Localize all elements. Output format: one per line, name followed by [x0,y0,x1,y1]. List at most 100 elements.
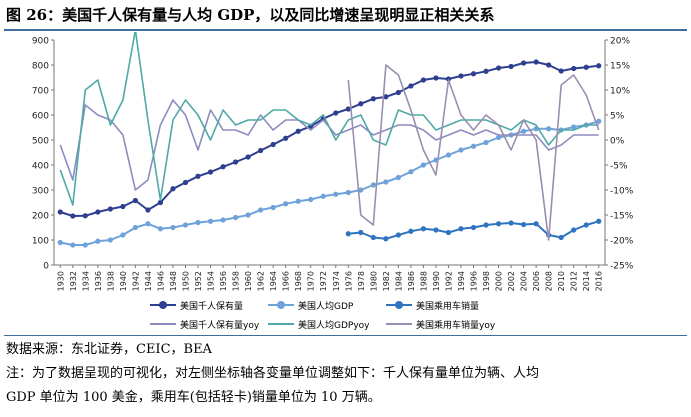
data-point [182,179,189,186]
x-tick-label: 1956 [219,271,228,291]
right-tick-label: -10% [610,187,634,197]
x-tick-label: 1994 [457,271,466,291]
right-tick-label: 15% [610,62,630,72]
x-tick-label: 1940 [119,271,128,291]
title-divider [4,29,687,31]
x-tick-label: 1990 [432,271,441,291]
data-point [182,222,189,228]
data-point [370,182,376,188]
x-tick-label: 2006 [532,271,541,291]
data-point [358,187,364,193]
legend-label-sales-yoy: 美国乘用车销量yoy [416,320,496,331]
data-point [596,63,602,69]
data-point [358,101,364,107]
series-line [59,32,599,206]
data-point [57,239,63,246]
right-tick-label: 20% [610,37,630,47]
x-tick-label: 1966 [282,271,291,291]
data-point [295,198,301,204]
data-point [445,229,452,236]
data-point [320,193,326,199]
data-point [295,128,301,134]
x-tick-label: 1974 [332,271,341,291]
data-point [95,209,101,215]
legend-swatch-sales-yoy [386,319,412,329]
data-point [433,75,439,81]
legend-line [150,323,176,325]
data-point [57,209,63,215]
x-tick-label: 1958 [232,271,241,291]
x-tick-label: 1968 [294,271,303,291]
data-point [483,139,489,146]
data-point [345,106,351,112]
data-point [132,224,138,231]
data-point [195,173,201,179]
data-point [283,201,289,207]
line-chart: 0 100 200 300 400 500 600 700 800 900 -25% -20% -15%… [32,32,634,292]
chart-frame [53,40,606,266]
x-tick-label: 1952 [194,271,203,291]
left-tick-label: 100 [32,237,49,247]
data-point [495,65,502,71]
data-point [558,68,564,74]
data-point [521,221,527,228]
x-tick-label: 1978 [357,271,366,291]
data-point [433,227,439,233]
legend-item-sales-yoy: 美国乘用车销量yoy [386,316,495,332]
data-point [395,89,401,96]
right-tick-label: 0% [610,137,625,147]
data-point [571,124,577,130]
x-tick-label: 1970 [307,271,316,291]
data-point [546,62,552,68]
legend-item-gdp-yoy: 美国人均GDPyoy [268,316,370,332]
footnote-line-2: GDP 单位为 100 美金，乘用车(包括轻卡)销量单位为 10 万辆。 [6,390,381,405]
footnote-line-1: 注：为了数据呈现的可视化，对左侧坐标轴各变量单位调整如下：千人保有量单位为辆、人… [6,366,540,381]
right-tick-label: -25% [610,262,634,272]
left-tick-label: 800 [32,62,49,72]
left-tick-label: 300 [32,187,49,197]
chart-ticks: 0 100 200 300 400 500 600 700 800 900 -25% -20% -15%… [32,37,634,292]
data-point [445,76,452,82]
x-tick-label: 1996 [470,271,479,291]
data-point [395,174,401,181]
data-point [170,186,176,192]
left-tick-label: 600 [32,112,49,122]
data-point [207,169,214,175]
legend-label-ownership: 美国千人保有量 [180,301,244,312]
data-point [571,227,577,233]
legend-swatch-ownership-yoy [150,319,176,329]
x-tick-label: 2008 [545,271,554,291]
data-point [157,226,164,232]
x-tick-label: 1984 [394,271,403,291]
legend-swatch-sales [386,300,412,310]
series-line [59,61,599,217]
legend-marker [277,301,285,309]
x-tick-label: 2010 [557,271,566,291]
data-point [82,242,88,248]
data-point [483,222,489,228]
data-point [420,226,427,232]
series-sales_yoy [347,64,600,241]
data-point [596,218,602,224]
data-point [495,134,502,141]
left-tick-label: 500 [32,137,49,147]
left-tick-label: 200 [32,212,49,222]
data-point [283,135,289,141]
data-point [345,231,351,237]
x-tick-label: 1946 [156,271,165,291]
data-point [521,60,527,66]
legend-item-gdp: 美国人均GDP [268,297,353,313]
legend-label-sales: 美国乘用车销量 [416,301,480,312]
x-tick-label: 1972 [319,271,328,291]
x-tick-label: 1938 [106,271,115,291]
data-point [420,162,427,168]
data-point [82,213,88,219]
left-tick-label: 0 [43,262,49,272]
x-tick-label: 1964 [269,271,278,291]
data-point [258,147,264,154]
x-tick-label: 2002 [507,271,516,291]
data-point [458,226,464,232]
x-tick-label: 1930 [56,271,65,291]
data-point [107,206,113,212]
series-sales [345,218,602,242]
